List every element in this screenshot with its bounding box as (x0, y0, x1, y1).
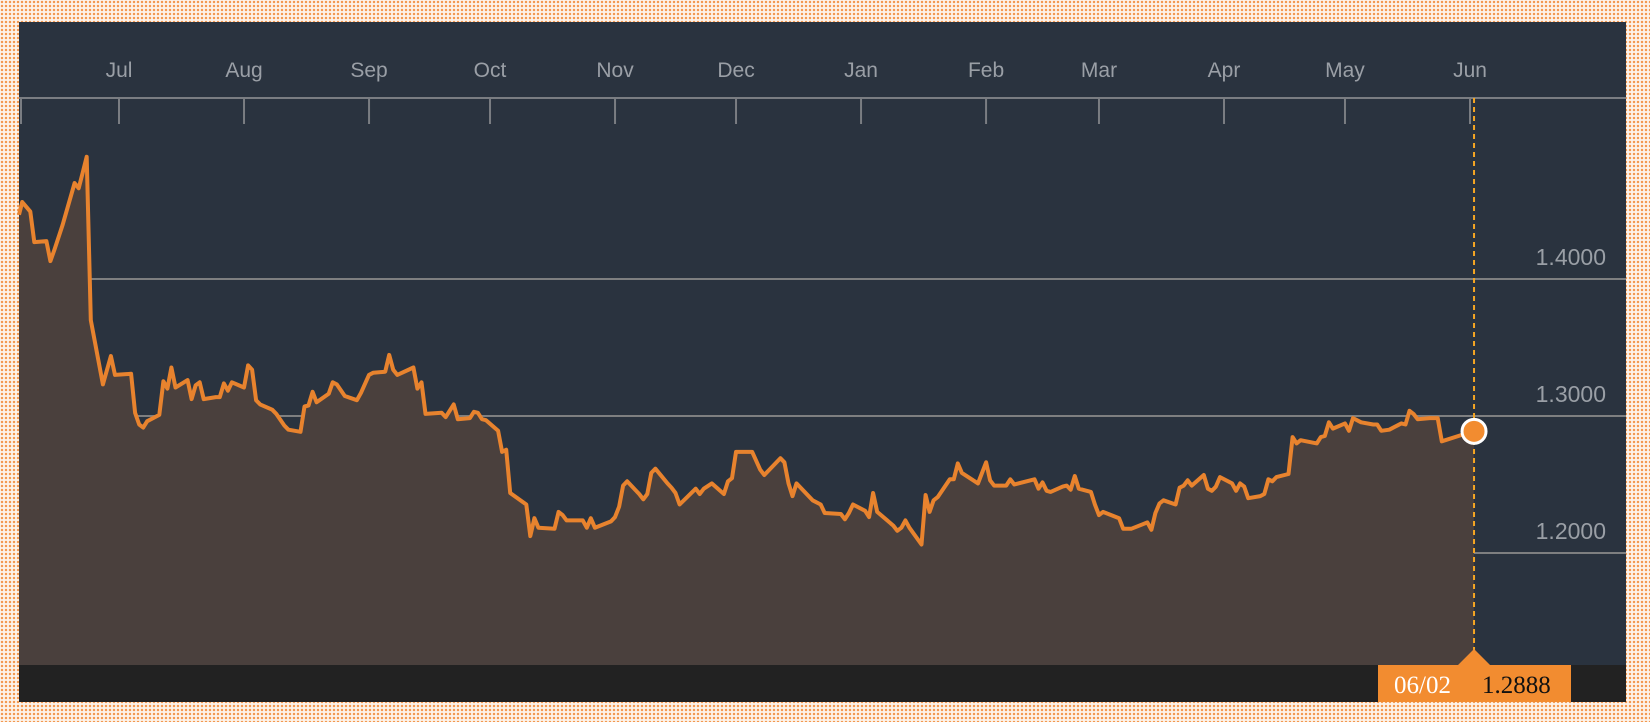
tooltip-value: 1.2888 (1482, 672, 1551, 699)
y-axis: 1.2000 1.3000 1.4000 (1536, 244, 1606, 544)
tooltip-box (1378, 665, 1571, 702)
x-axis: Jul Aug Sep Oct Nov Dec Jan Feb Mar Apr May Jun (19, 59, 1626, 124)
x-tick-label: Aug (225, 59, 262, 82)
y-tick-label: 1.3000 (1536, 381, 1606, 407)
x-tick-label: Nov (596, 59, 634, 82)
x-tick-label: Jun (1453, 59, 1487, 82)
y-tick-label: 1.2000 (1536, 518, 1606, 544)
tooltip-arrow (1458, 649, 1491, 665)
x-tick-label: Jul (106, 59, 133, 82)
tooltip-date: 06/02 (1394, 672, 1451, 699)
hover-point-marker[interactable] (1460, 417, 1488, 445)
area-fill (19, 156, 1475, 666)
bottom-bar (19, 665, 1626, 702)
x-tick-label: May (1325, 59, 1365, 82)
x-tick-label: Mar (1081, 59, 1117, 82)
x-tick-label: Oct (474, 59, 507, 82)
x-tick-label: Jan (844, 59, 878, 82)
series-line (17, 154, 1475, 547)
x-tick-label: Feb (968, 59, 1004, 82)
x-tick-label: Sep (350, 59, 387, 82)
x-tick-label: Dec (717, 59, 754, 82)
x-tick-label: Apr (1208, 59, 1241, 82)
y-tick-label: 1.4000 (1536, 244, 1606, 270)
